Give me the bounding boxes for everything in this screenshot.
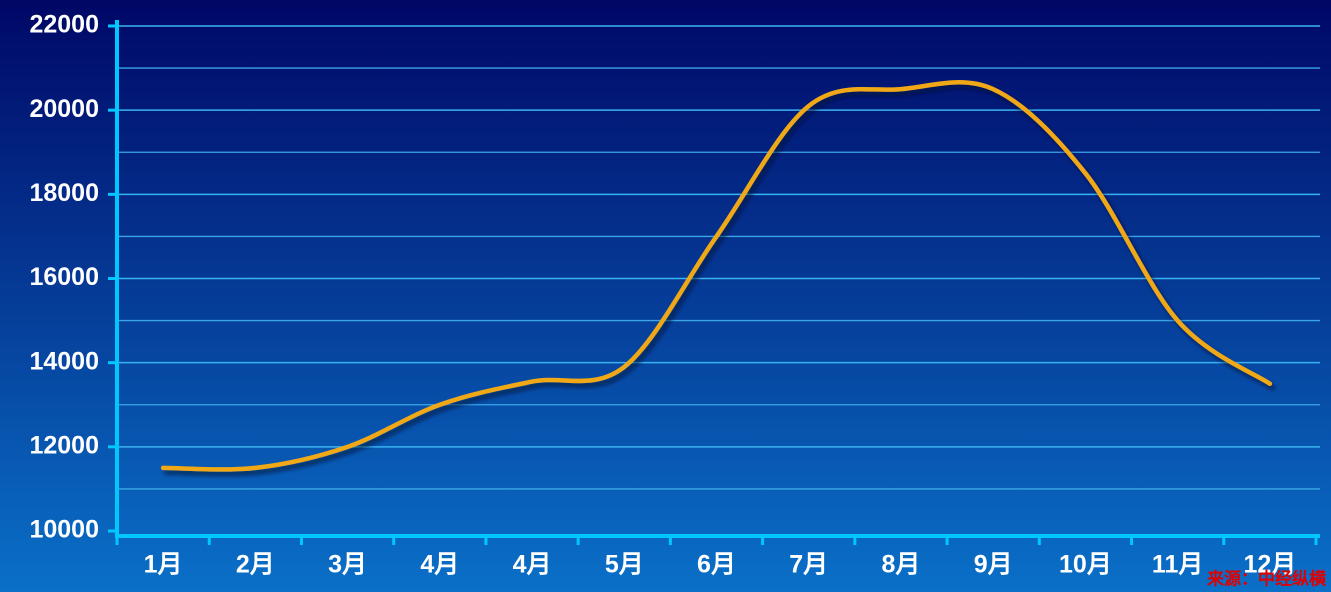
x-tick-label: 11月 xyxy=(1152,551,1203,579)
x-tick-label: 1月 xyxy=(144,551,183,579)
x-tick-label: 2月 xyxy=(236,551,275,579)
x-tick-label: 7月 xyxy=(789,551,828,579)
x-tick-label: 5月 xyxy=(605,551,644,579)
y-tick-label: 18000 xyxy=(29,179,99,207)
y-tick-label: 10000 xyxy=(29,516,99,544)
x-tick-label: 4月 xyxy=(420,551,459,579)
x-tick-label: 9月 xyxy=(974,551,1013,579)
y-tick-label: 20000 xyxy=(29,95,99,123)
source-note: 来源：中经纵横 xyxy=(1206,568,1326,588)
data-line xyxy=(160,80,1273,472)
y-tick-label: 22000 xyxy=(29,11,99,39)
x-tick-label: 3月 xyxy=(328,551,367,579)
y-tick-label: 14000 xyxy=(29,347,99,375)
x-tick-label: 6月 xyxy=(697,551,736,579)
y-tick-label: 16000 xyxy=(29,263,99,291)
x-tick-label: 8月 xyxy=(882,551,921,579)
x-tick-label: 10月 xyxy=(1059,551,1112,579)
x-tick-label: 12月 xyxy=(1243,551,1296,579)
x-tick-label: 4月 xyxy=(513,551,552,579)
y-tick-label: 12000 xyxy=(29,431,99,459)
